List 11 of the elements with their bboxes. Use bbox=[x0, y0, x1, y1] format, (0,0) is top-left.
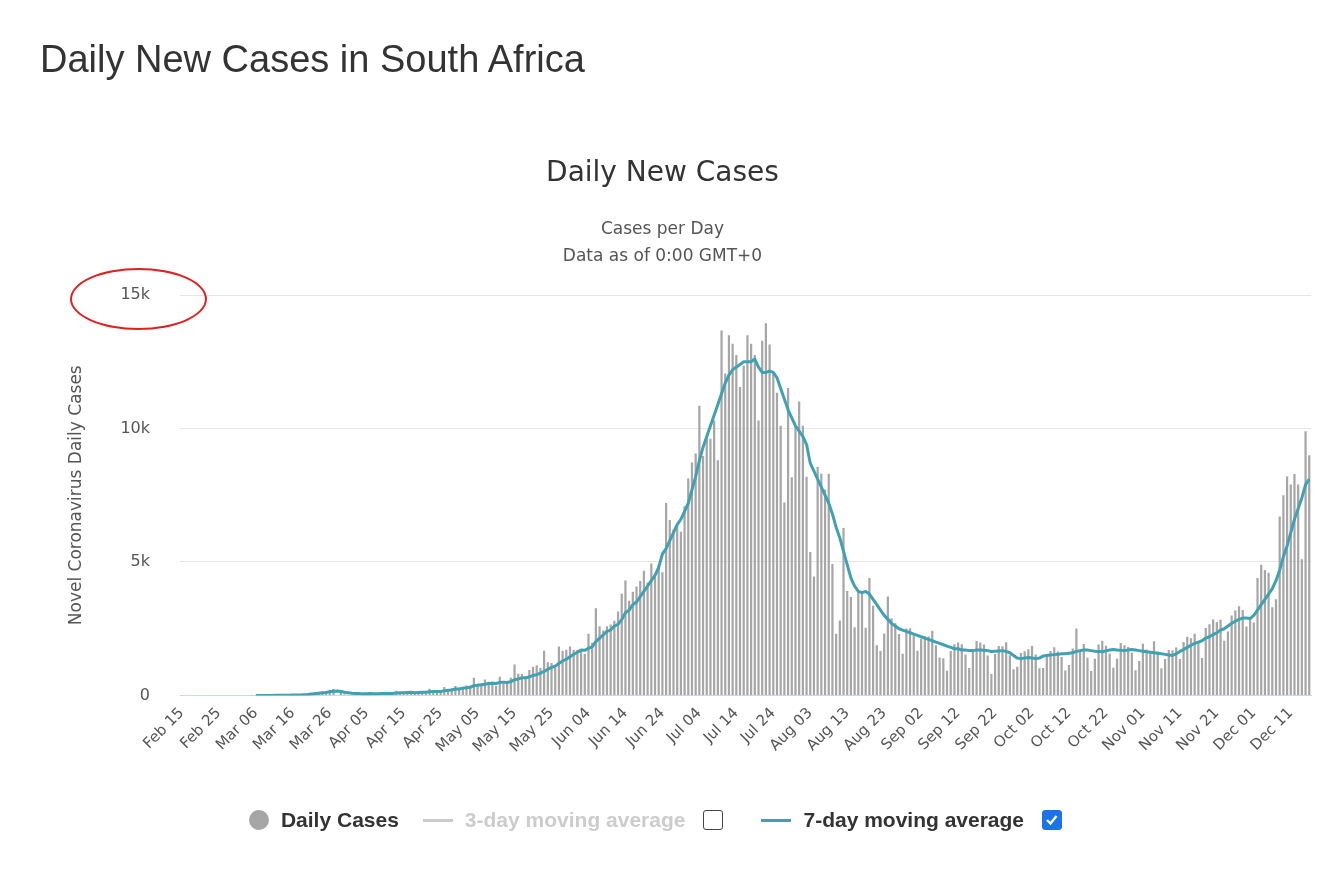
chart-title: Daily New Cases in South Africa bbox=[40, 38, 585, 81]
y-axis-title: Novel Coronavirus Daily Cases bbox=[64, 365, 85, 626]
y-tick-label: 0 bbox=[139, 684, 151, 704]
y-tick-label: 10k bbox=[120, 417, 151, 437]
text: Data as of 0:00 GMT+0 bbox=[561, 245, 764, 265]
legend-label: Daily Cases bbox=[280, 808, 399, 832]
y-tick-label: 15k bbox=[120, 284, 151, 304]
legend-label: 7-day moving average bbox=[803, 808, 1025, 832]
y-tick-label: 5k bbox=[130, 551, 151, 571]
text: Cases per Day bbox=[599, 218, 726, 238]
chart-subtitle: Daily New Cases bbox=[545, 155, 780, 188]
